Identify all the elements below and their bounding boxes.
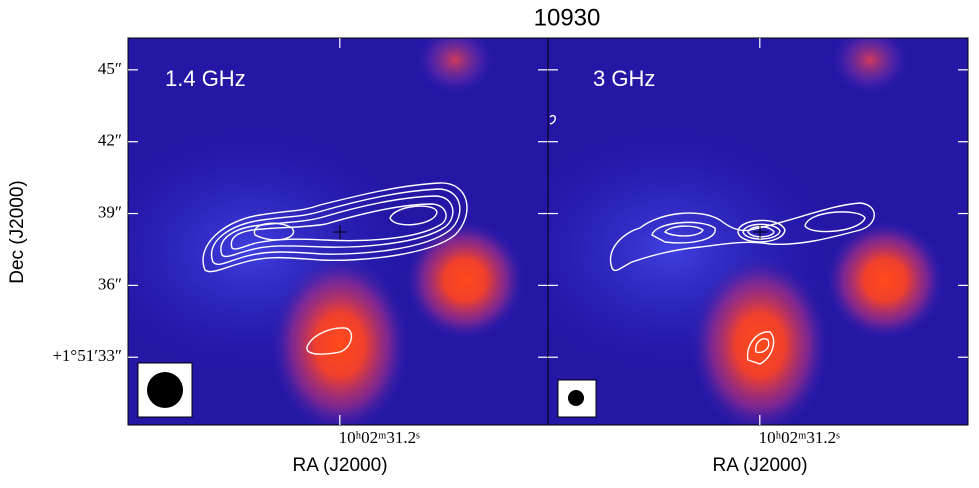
y-tick-label: 39″ [98, 202, 122, 221]
figure-title: 10930 [534, 4, 601, 31]
y-tick-label: 45″ [98, 59, 122, 78]
y-tick-label: +1°51′33″ [52, 346, 122, 365]
x-tick-label: 10ʰ02ᵐ31.2ˢ [759, 428, 841, 447]
panel-label: 3 GHz [593, 66, 655, 91]
panel-2 [548, 38, 968, 425]
y-tick-label: 42″ [98, 131, 122, 150]
x-axis-label: RA (J2000) [292, 455, 387, 476]
panel-1 [128, 38, 548, 425]
x-tick-label: 10ʰ02ᵐ31.2ˢ [339, 428, 421, 447]
y-tick-label: 36″ [98, 274, 122, 293]
x-axis-label: RA (J2000) [712, 455, 807, 476]
y-axis-label: Dec (J2000) [7, 180, 28, 284]
panel-frame [547, 37, 969, 426]
panel-label: 1.4 GHz [165, 66, 246, 91]
